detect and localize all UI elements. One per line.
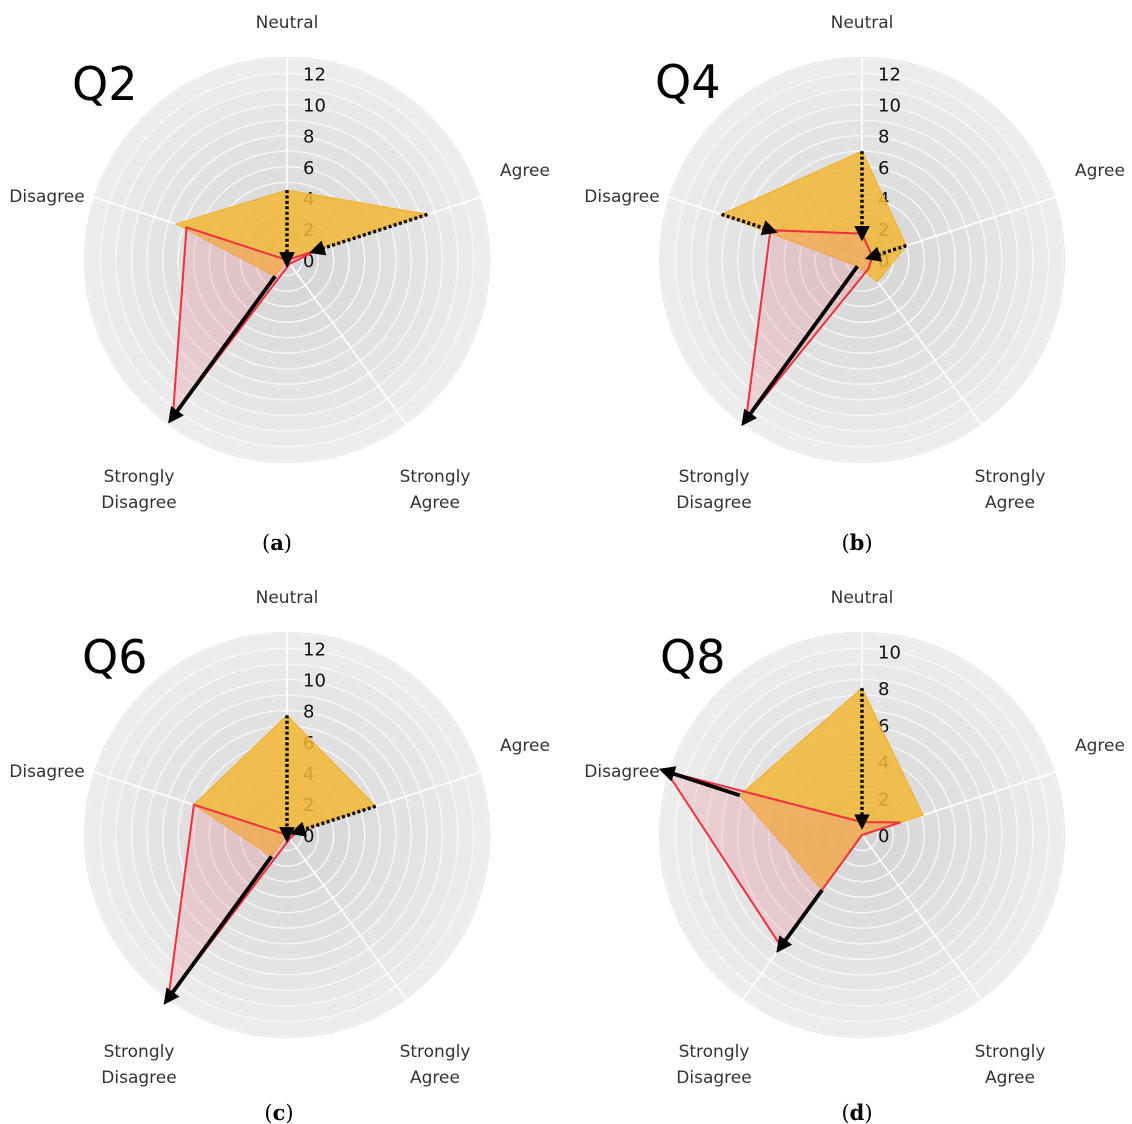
- axis-label: Strongly: [679, 1042, 750, 1062]
- question-label: Q4: [655, 55, 720, 109]
- question-label: Q8: [660, 630, 725, 684]
- axis-label: Strongly: [104, 467, 175, 487]
- tick-label: 12: [303, 640, 326, 661]
- spoke-strongly-agree: [286, 259, 415, 436]
- axis-label: Disagree: [584, 187, 659, 207]
- axis-label: Neutral: [831, 588, 894, 608]
- axis-label: Strongly: [104, 1042, 175, 1062]
- tick-label: 6: [878, 158, 889, 179]
- axis-label: Agree: [410, 1068, 460, 1088]
- tick-label: 8: [878, 127, 889, 148]
- question-label: Q2: [72, 57, 137, 111]
- tick-label: 10: [303, 671, 326, 692]
- question-label: Q6: [82, 630, 147, 684]
- panel-caption: (b): [841, 530, 872, 555]
- tick-label: 10: [878, 96, 901, 117]
- axis-label: Agree: [985, 1068, 1035, 1088]
- axis-label: Disagree: [9, 187, 84, 207]
- axis-label: Agree: [1075, 161, 1125, 181]
- arrow-agree: [864, 243, 907, 262]
- arrow-strongly-disagree: [163, 855, 274, 1005]
- tick-label: 12: [878, 65, 901, 86]
- panel-caption: (a): [262, 530, 292, 555]
- axis-label: Strongly: [975, 1042, 1046, 1062]
- tick-label: 10: [878, 642, 901, 663]
- tick-label: 6: [303, 158, 314, 179]
- arrow-strongly-disagree: [168, 275, 277, 424]
- tick-label: 10: [303, 96, 326, 117]
- radar-chart-a: 024681012NeutralAgreeStronglyAgreeStrong…: [9, 13, 550, 555]
- axis-label: Strongly: [975, 467, 1046, 487]
- tick-label: 0: [878, 826, 889, 847]
- axis-label: Disagree: [676, 1068, 751, 1088]
- tick-label: 12: [303, 65, 326, 86]
- spoke-strongly-agree: [861, 259, 990, 436]
- axis-label: Agree: [500, 161, 550, 181]
- panel-caption: (c): [264, 1100, 293, 1124]
- spoke-strongly-agree: [861, 834, 990, 1011]
- tick-label: 8: [303, 702, 314, 723]
- arrow-disagree: [658, 766, 741, 798]
- radar-chart-d: 0246810NeutralAgreeStronglyAgreeStrongly…: [584, 588, 1125, 1124]
- arrow-strongly-disagree: [741, 265, 859, 427]
- arrow-strongly-disagree: [776, 888, 824, 953]
- radar-chart-c: 024681012NeutralAgreeStronglyAgreeStrong…: [9, 588, 550, 1124]
- axis-label: Neutral: [256, 13, 319, 33]
- tick-label: 8: [878, 679, 889, 700]
- axis-label: Disagree: [9, 762, 84, 782]
- spoke-strongly-agree: [286, 834, 415, 1011]
- axis-label: Neutral: [256, 588, 319, 608]
- axis-label: Agree: [985, 493, 1035, 513]
- series-before-polygon: [720, 150, 908, 283]
- axis-label: Disagree: [584, 762, 659, 782]
- series-before-polygon: [192, 714, 377, 858]
- axis-label: Agree: [500, 736, 550, 756]
- series-before-polygon: [174, 189, 428, 278]
- tick-label: 0: [303, 251, 314, 272]
- axis-label: Disagree: [676, 493, 751, 513]
- axis-label: Agree: [1075, 736, 1125, 756]
- arrow-agree: [289, 804, 377, 837]
- axis-label: Strongly: [400, 467, 471, 487]
- axis-label: Strongly: [400, 1042, 471, 1062]
- axis-label: Disagree: [101, 493, 176, 513]
- axis-label: Agree: [410, 493, 460, 513]
- tick-label: 6: [878, 716, 889, 737]
- axis-label: Disagree: [101, 1068, 176, 1088]
- tick-label: 8: [303, 127, 314, 148]
- radar-chart-b: 024681012NeutralAgreeStronglyAgreeStrong…: [584, 13, 1125, 555]
- tick-label: 0: [303, 826, 314, 847]
- axis-label: Strongly: [679, 467, 750, 487]
- axis-label: Neutral: [831, 13, 894, 33]
- panel-caption: (d): [841, 1100, 872, 1124]
